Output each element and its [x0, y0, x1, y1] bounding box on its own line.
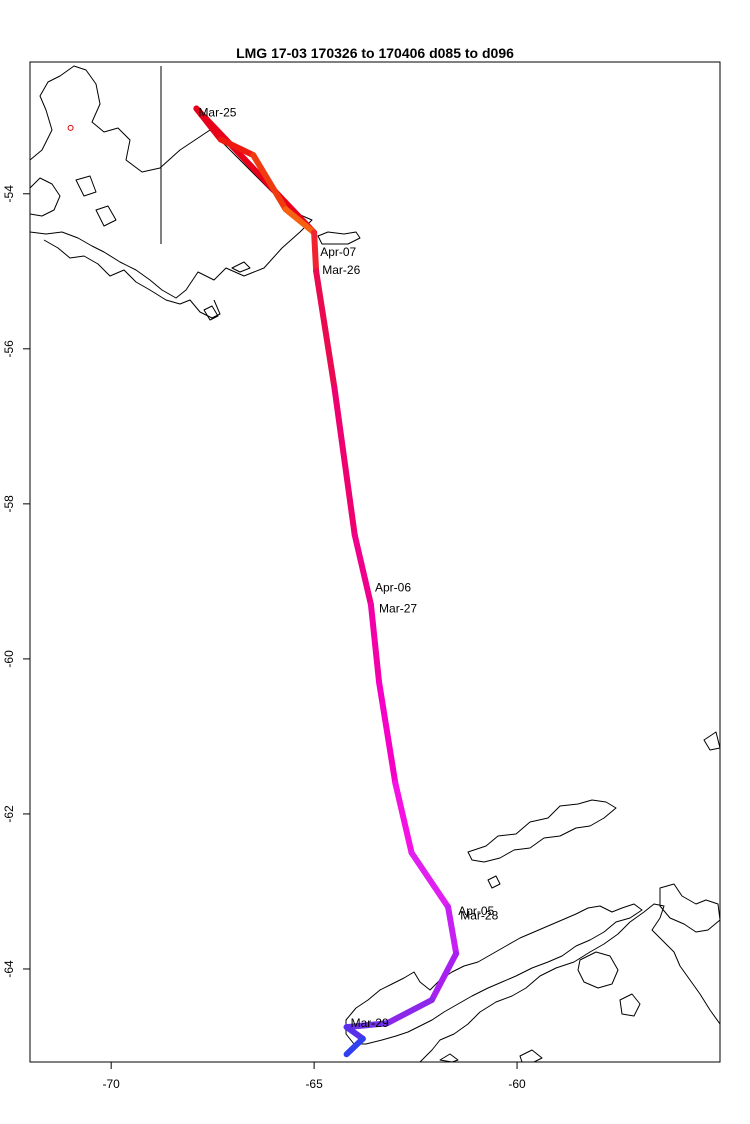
track-segment [250, 152, 289, 213]
track-segment [384, 996, 435, 1027]
axes: -70 -65 -60 -54 -56 -58 -60 -62 -64 [2, 185, 526, 1091]
y-tick-label: -56 [2, 340, 16, 358]
track-segment [392, 779, 415, 856]
x-tick-label: -65 [305, 1077, 323, 1091]
x-tick-label: -70 [103, 1077, 121, 1091]
date-label: Apr-05 [458, 904, 494, 918]
x-tick-label: -60 [508, 1077, 526, 1091]
track-segment [311, 229, 320, 275]
track-segment [217, 136, 257, 159]
track-segment [445, 903, 460, 957]
track-segment [282, 206, 318, 236]
track-segment [351, 531, 374, 608]
track-segment [428, 950, 460, 1003]
track-segment [343, 1020, 391, 1031]
date-label: Apr-06 [375, 581, 411, 595]
y-tick-label: -60 [2, 650, 16, 668]
y-tick-label: -64 [2, 960, 16, 978]
date-label: Mar-25 [198, 105, 236, 119]
track-segment [408, 849, 452, 910]
date-label: Mar-28 [460, 908, 498, 922]
date-labels: Mar-25Apr-07Mar-26Apr-06Mar-27Apr-05Mar-… [198, 105, 498, 1030]
coastlines [30, 65, 720, 1062]
track-segment [367, 601, 383, 686]
track-segment [313, 268, 338, 391]
y-tick-label: -54 [2, 185, 16, 203]
start-marker [67, 124, 74, 131]
y-tick-label: -62 [2, 805, 16, 823]
track-segment [331, 384, 358, 538]
track-segment [343, 1024, 366, 1042]
date-label: Apr-07 [320, 245, 356, 259]
track-segment [343, 1035, 366, 1058]
y-tick-label: -58 [2, 495, 16, 513]
plot-frame [29, 61, 721, 1063]
map-title: LMG 17-03 170326 to 170406 d085 to d096 [236, 45, 514, 61]
date-label: Mar-27 [379, 602, 417, 616]
track-segment [376, 679, 399, 786]
date-label: Mar-26 [322, 263, 360, 277]
track-segment [193, 105, 224, 143]
ship-track [67, 105, 460, 1058]
date-label: Mar-29 [351, 1016, 389, 1030]
